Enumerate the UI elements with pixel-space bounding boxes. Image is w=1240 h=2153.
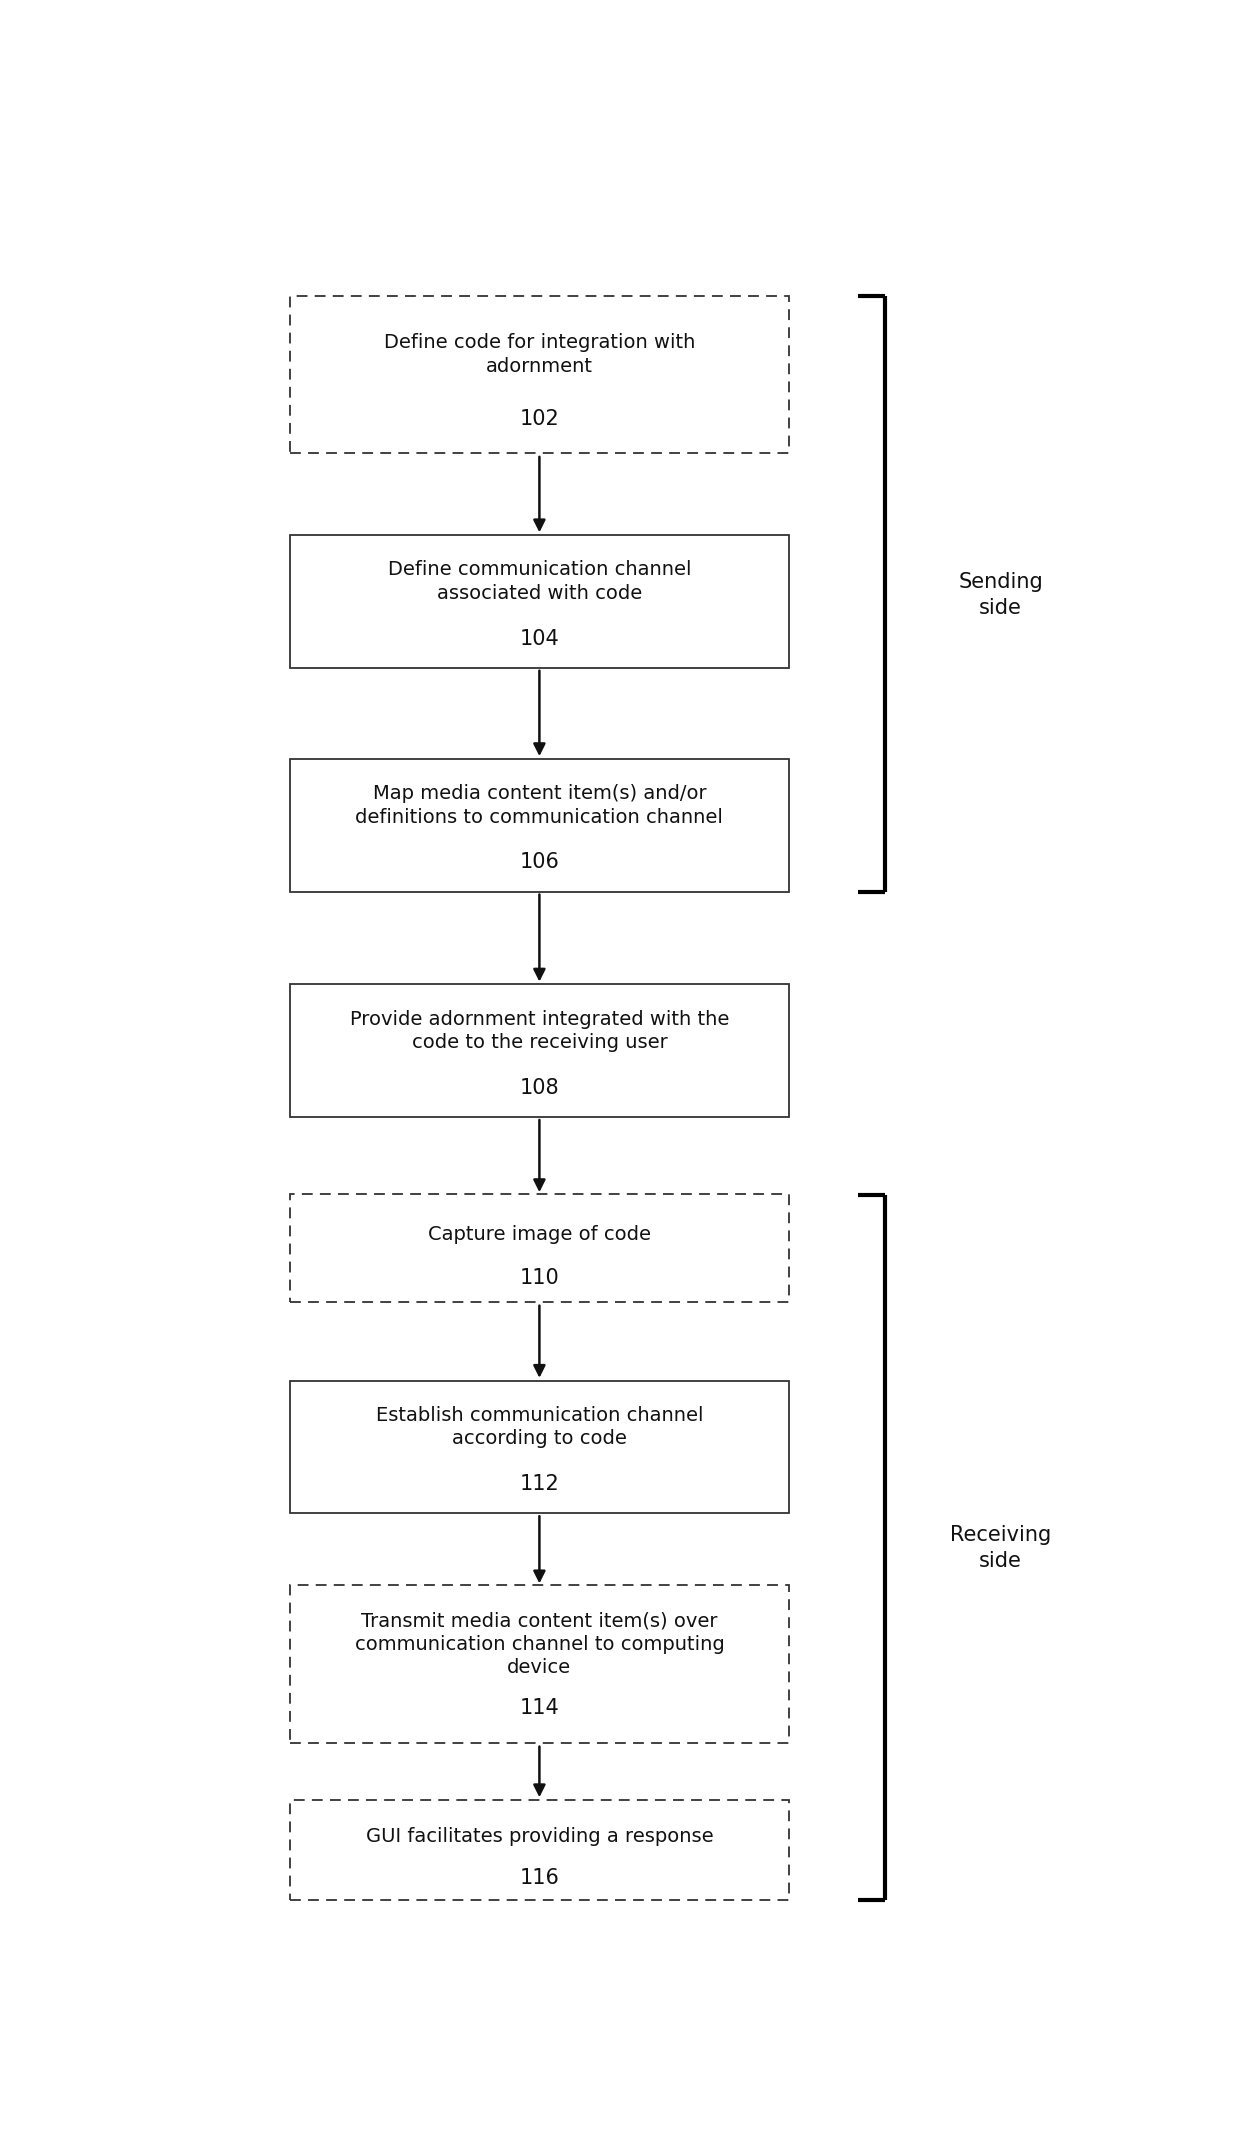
- Text: Capture image of code: Capture image of code: [428, 1225, 651, 1244]
- FancyBboxPatch shape: [290, 1380, 789, 1514]
- FancyBboxPatch shape: [290, 760, 789, 891]
- FancyBboxPatch shape: [290, 1585, 789, 1744]
- Text: 104: 104: [520, 629, 559, 648]
- Text: Define communication channel
associated with code: Define communication channel associated …: [388, 560, 691, 603]
- Text: 106: 106: [520, 853, 559, 872]
- Text: 116: 116: [520, 1867, 559, 1888]
- Text: Sending
side: Sending side: [959, 573, 1043, 618]
- FancyBboxPatch shape: [290, 984, 789, 1117]
- Text: Transmit media content item(s) over
communication channel to computing
device: Transmit media content item(s) over comm…: [355, 1610, 724, 1677]
- Text: Receiving
side: Receiving side: [950, 1524, 1052, 1572]
- Text: 108: 108: [520, 1079, 559, 1098]
- FancyBboxPatch shape: [290, 536, 789, 667]
- Text: 114: 114: [520, 1699, 559, 1718]
- Text: GUI facilitates providing a response: GUI facilitates providing a response: [366, 1828, 713, 1845]
- FancyBboxPatch shape: [290, 1195, 789, 1303]
- Text: Map media content item(s) and/or
definitions to communication channel: Map media content item(s) and/or definit…: [356, 784, 723, 827]
- Text: Define code for integration with
adornment: Define code for integration with adornme…: [383, 334, 696, 377]
- Text: Establish communication channel
according to code: Establish communication channel accordin…: [376, 1406, 703, 1449]
- Text: Provide adornment integrated with the
code to the receiving user: Provide adornment integrated with the co…: [350, 1010, 729, 1053]
- FancyBboxPatch shape: [290, 295, 789, 452]
- Text: 112: 112: [520, 1475, 559, 1494]
- FancyBboxPatch shape: [290, 1800, 789, 1899]
- Text: 110: 110: [520, 1268, 559, 1287]
- Text: 102: 102: [520, 409, 559, 428]
